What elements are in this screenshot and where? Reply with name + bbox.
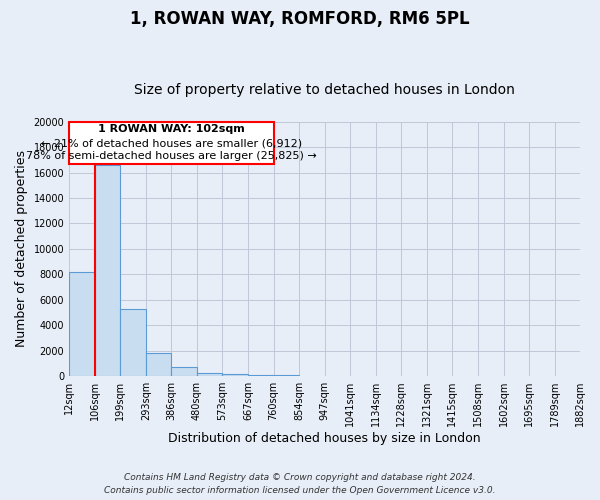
Text: 1, ROWAN WAY, ROMFORD, RM6 5PL: 1, ROWAN WAY, ROMFORD, RM6 5PL: [130, 10, 470, 28]
Bar: [95, 165, 120, 376]
Bar: [146, 353, 172, 376]
Text: Contains HM Land Registry data © Crown copyright and database right 2024.
Contai: Contains HM Land Registry data © Crown c…: [104, 474, 496, 495]
Text: ← 21% of detached houses are smaller (6,912): ← 21% of detached houses are smaller (6,…: [41, 138, 302, 148]
Text: 1 ROWAN WAY: 102sqm: 1 ROWAN WAY: 102sqm: [98, 124, 245, 134]
Text: 78% of semi-detached houses are larger (25,825) →: 78% of semi-detached houses are larger (…: [26, 151, 317, 161]
X-axis label: Distribution of detached houses by size in London: Distribution of detached houses by size …: [168, 432, 481, 445]
Bar: [248, 374, 274, 376]
Bar: [69, 272, 95, 376]
Bar: [172, 366, 197, 376]
Title: Size of property relative to detached houses in London: Size of property relative to detached ho…: [134, 83, 515, 97]
Bar: [274, 374, 299, 376]
Bar: [120, 308, 146, 376]
Bar: [69, 122, 274, 164]
Bar: [223, 374, 248, 376]
Bar: [197, 372, 223, 376]
Y-axis label: Number of detached properties: Number of detached properties: [15, 150, 28, 348]
